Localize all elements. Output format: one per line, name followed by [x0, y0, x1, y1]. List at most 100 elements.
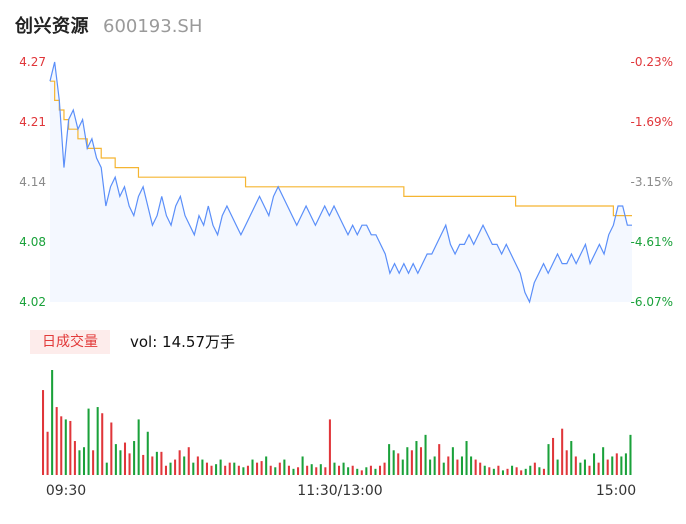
price-tick-label: 4.02	[19, 295, 46, 309]
volume-bar	[552, 437, 555, 475]
volume-value: 14.57万手	[162, 333, 235, 351]
volume-bar	[205, 462, 208, 475]
volume-bar	[60, 416, 63, 475]
price-tick-label: 4.21	[19, 115, 46, 129]
percent-tick-label: -1.69%	[631, 115, 673, 129]
volume-bar	[520, 470, 523, 475]
volume-bar	[73, 441, 76, 475]
volume-bar	[347, 467, 350, 475]
volume-bar	[328, 419, 331, 475]
volume-bar	[164, 465, 167, 475]
volume-bar	[588, 465, 591, 475]
volume-bar	[256, 462, 259, 475]
volume-bar	[365, 467, 368, 475]
volume-bar	[383, 462, 386, 475]
volume-bar	[479, 462, 482, 475]
volume-bar	[315, 467, 318, 475]
volume-bar	[570, 441, 573, 475]
right-axis-ticks: -0.23% -1.69% -3.15% -4.61% -6.07%	[631, 55, 673, 309]
volume-bar	[274, 467, 277, 475]
volume-bar	[388, 444, 391, 475]
price-tick-label: 4.27	[19, 55, 46, 69]
volume-bar	[351, 465, 354, 475]
volume-bar	[333, 462, 336, 475]
volume-bar	[210, 465, 213, 475]
volume-bar	[319, 464, 322, 475]
volume-bar	[397, 453, 400, 475]
volume-bar	[406, 447, 409, 475]
volume-bar	[451, 447, 454, 475]
volume-bar	[606, 459, 609, 475]
volume-bar	[574, 456, 577, 475]
volume-bar	[228, 462, 231, 475]
volume-bar	[615, 453, 618, 475]
volume-bar	[524, 468, 527, 475]
volume-bar	[133, 441, 136, 475]
volume-bar	[338, 465, 341, 475]
volume-bar	[46, 431, 49, 475]
volume-bar	[169, 462, 172, 475]
volume-bar	[447, 456, 450, 475]
volume-bar	[611, 456, 614, 475]
volume-bar	[624, 453, 627, 475]
volume-bar	[602, 447, 605, 475]
volume-bar	[620, 456, 623, 475]
volume-bar	[324, 467, 327, 475]
volume-bar	[192, 462, 195, 475]
volume-bar	[460, 456, 463, 475]
volume-bar	[183, 456, 186, 475]
volume-bar	[561, 428, 564, 475]
time-axis-ticks: 09:30 11:30/13:00 15:00	[46, 483, 636, 499]
price-area	[50, 62, 632, 302]
volume-bar	[242, 467, 245, 475]
percent-tick-label: -4.61%	[631, 235, 673, 249]
volume-bar	[565, 450, 568, 475]
price-tick-label: 4.08	[19, 235, 46, 249]
percent-tick-label: -3.15%	[631, 175, 673, 189]
volume-bar	[269, 465, 272, 475]
volume-bar	[201, 459, 204, 475]
volume-bar	[146, 431, 149, 475]
volume-bar	[110, 422, 113, 475]
volume-bar	[410, 450, 413, 475]
volume-bar	[64, 419, 67, 475]
volume-bar	[342, 462, 345, 475]
volume-bar	[511, 465, 514, 475]
volume-bar	[369, 465, 372, 475]
volume-bar	[533, 462, 536, 475]
volume-bar	[42, 390, 45, 475]
volume-bar	[69, 420, 72, 475]
stock-header: 创兴资源 600193.SH	[15, 12, 202, 42]
volume-bar	[224, 465, 227, 475]
volume-bar	[55, 407, 58, 475]
volume-bar	[187, 447, 190, 475]
volume-tag[interactable]: 日成交量	[30, 330, 110, 354]
volume-bar	[415, 441, 418, 475]
volume-bar	[119, 450, 122, 475]
volume-bar	[196, 456, 199, 475]
volume-bar	[488, 467, 491, 475]
volume-bar	[219, 459, 222, 475]
percent-tick-label: -0.23%	[631, 55, 673, 69]
volume-label: vol: 14.57万手	[130, 331, 235, 352]
volume-bar	[137, 419, 140, 475]
volume-bar	[215, 464, 218, 475]
stock-code: 600193.SH	[103, 16, 203, 37]
volume-bar	[474, 459, 477, 475]
volume-bar	[51, 370, 54, 475]
volume-bar	[105, 462, 108, 475]
volume-bar	[114, 444, 117, 475]
volume-bars	[42, 370, 632, 475]
percent-tick-label: -6.07%	[631, 295, 673, 309]
volume-bar	[438, 444, 441, 475]
volume-bar	[542, 468, 545, 475]
volume-bar	[465, 441, 468, 475]
price-line	[49, 61, 632, 304]
volume-bar	[597, 462, 600, 475]
volume-bar	[547, 444, 550, 475]
volume-bar	[178, 450, 181, 475]
volume-bar	[433, 456, 436, 475]
volume-bar	[174, 459, 177, 475]
time-tick-label: 11:30/13:00	[297, 483, 382, 499]
